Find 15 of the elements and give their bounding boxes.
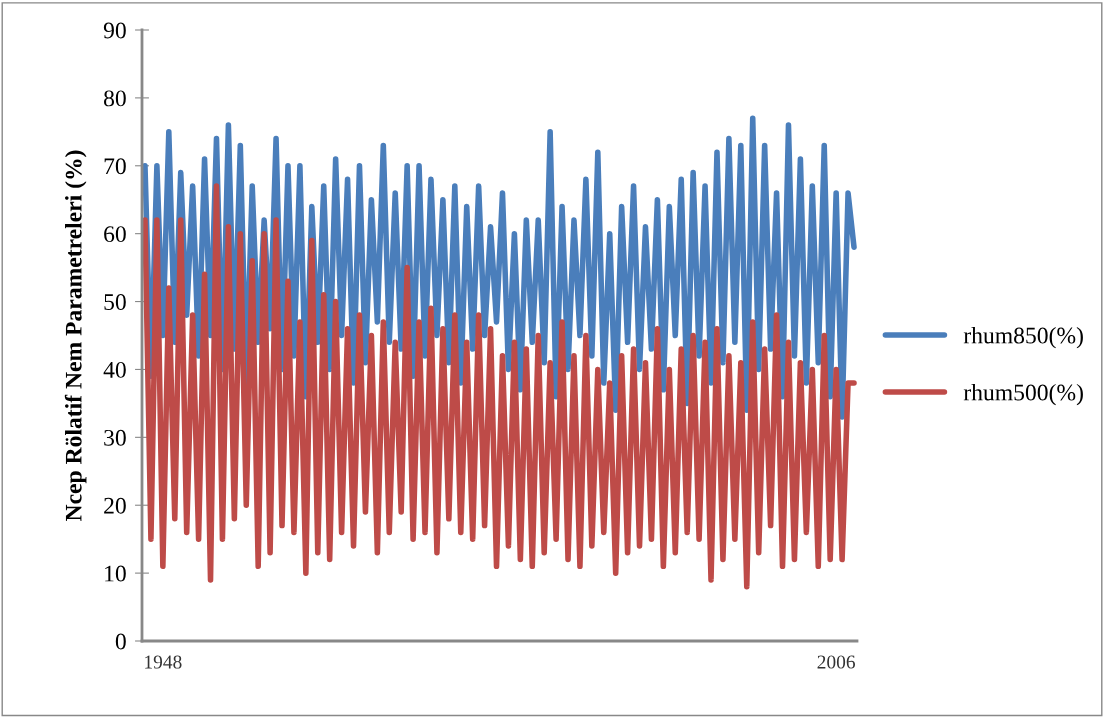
y-tick-label: 20 (104, 497, 126, 514)
y-tick-label: 30 (104, 429, 126, 446)
y-tick-label: 10 (105, 565, 126, 582)
y-tick-label: 50 (104, 294, 126, 310)
y-tick-label: 70 (104, 158, 126, 175)
y-axis-title: Ncep Rölatif Nem Parametreleri (%) (64, 150, 87, 522)
legend-label: rhum500(%) (963, 383, 1083, 406)
x-tick-label: 2006 (817, 655, 856, 669)
y-tick-label: 0 (115, 633, 126, 650)
y-tick-label: 90 (103, 22, 126, 39)
y-tick-label: 60 (104, 226, 126, 243)
y-tick-label: 40 (103, 361, 126, 378)
x-tick-label: 1948 (145, 655, 182, 669)
y-tick-label: 80 (104, 90, 126, 107)
legend-label: rhum850(%) (963, 326, 1083, 349)
